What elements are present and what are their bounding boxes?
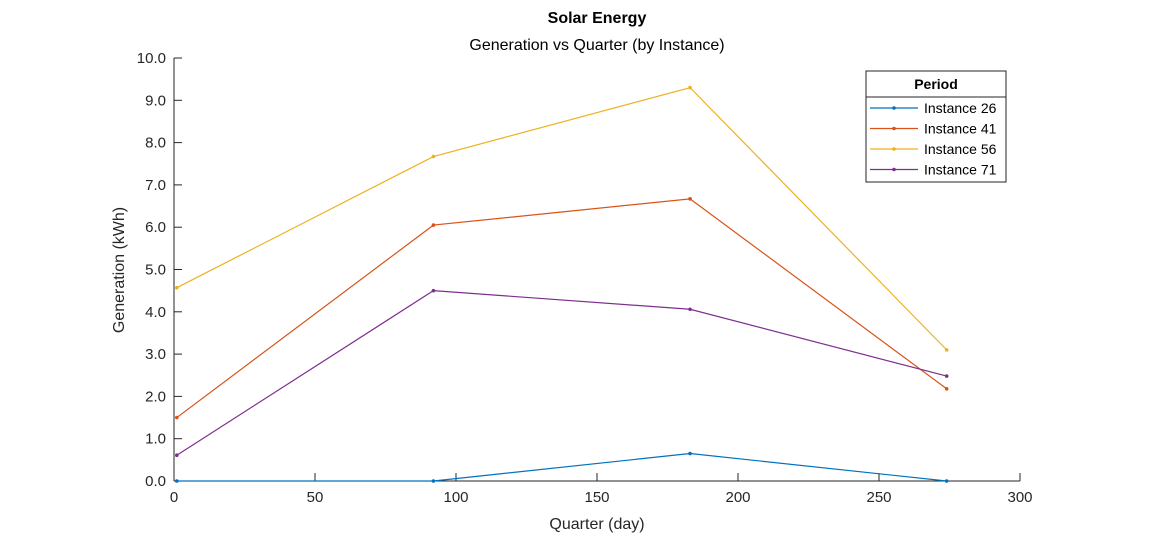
data-point-instance-26 — [944, 479, 949, 483]
legend-marker — [892, 106, 896, 110]
legend-entries: Instance 26 Instance 41 Instance 56 Instanc… — [870, 100, 997, 178]
y-tick-label: 1.0 — [145, 431, 166, 448]
data-point-instance-26 — [688, 451, 692, 456]
y-tick-label: 5.0 — [145, 262, 166, 279]
legend-label: Instance 71 — [924, 162, 997, 178]
legend-entry-instance-71: Instance 71 — [870, 162, 997, 178]
data-point-instance-41 — [431, 223, 436, 227]
data-point-instance-56 — [688, 85, 692, 90]
y-tick-label: 8.0 — [145, 135, 166, 152]
series-line-instance-56 — [176, 86, 948, 351]
data-point-instance-71 — [944, 374, 949, 378]
data-point-instance-71 — [175, 453, 179, 457]
y-tick-label: 0.0 — [145, 473, 166, 490]
y-tick-label: 9.0 — [145, 92, 166, 109]
legend-entry-instance-26: Instance 26 — [870, 100, 997, 116]
legend-marker — [892, 126, 896, 131]
data-point-instance-56 — [431, 154, 436, 159]
data-point-instance-41 — [175, 415, 179, 420]
data-point-instance-41 — [944, 386, 949, 391]
x-tick-group: 0 50 100 150 200 250 300 — [170, 473, 1033, 506]
y-tick-label: 6.0 — [145, 219, 166, 236]
legend-box — [865, 70, 1007, 183]
data-point-instance-71 — [431, 288, 436, 293]
chart-title: Solar Energy — [548, 10, 647, 27]
x-tick-label: 150 — [584, 489, 609, 506]
legend: Period Instance 26 Instance 41 Instance 56… — [865, 70, 1007, 183]
x-tick-label: 200 — [725, 489, 750, 506]
legend-label: Instance 26 — [924, 100, 997, 116]
data-point-instance-26 — [175, 479, 179, 483]
x-tick-label: 50 — [307, 489, 324, 506]
y-tick-label: 10.0 — [137, 50, 166, 67]
legend-marker — [892, 167, 896, 172]
series-line-instance-26 — [176, 452, 947, 482]
legend-entry-instance-41: Instance 41 — [870, 121, 997, 137]
legend-entry-instance-56: Instance 56 — [870, 141, 997, 157]
y-tick-label: 4.0 — [145, 304, 166, 321]
x-axis-label: Quarter (day) — [549, 516, 644, 533]
y-tick-label: 2.0 — [145, 388, 166, 405]
legend-label: Instance 56 — [924, 141, 997, 157]
series-instance-71 — [175, 288, 949, 457]
legend-label: Instance 41 — [924, 121, 997, 137]
y-axis-label: Generation (kWh) — [111, 207, 128, 333]
x-tick-label: 250 — [866, 489, 891, 506]
data-point-instance-56 — [175, 285, 179, 290]
series-instance-26 — [175, 451, 949, 483]
x-tick-label: 0 — [170, 489, 178, 506]
x-tick-label: 300 — [1007, 489, 1032, 506]
series-line-instance-71 — [176, 290, 947, 456]
data-point-instance-26 — [431, 479, 436, 483]
series-group — [175, 85, 949, 483]
data-point-instance-41 — [688, 197, 692, 201]
series-instance-41 — [175, 197, 949, 420]
series-line-instance-41 — [176, 198, 948, 419]
y-tick-label: 7.0 — [145, 177, 166, 194]
legend-title: Period — [914, 76, 958, 92]
data-point-instance-56 — [944, 348, 949, 352]
series-instance-56 — [175, 85, 949, 352]
legend-marker — [892, 147, 896, 151]
chart-subtitle: Generation vs Quarter (by Instance) — [469, 37, 724, 54]
x-tick-label: 100 — [443, 489, 468, 506]
y-tick-label: 3.0 — [145, 346, 166, 363]
data-point-instance-71 — [688, 307, 692, 312]
